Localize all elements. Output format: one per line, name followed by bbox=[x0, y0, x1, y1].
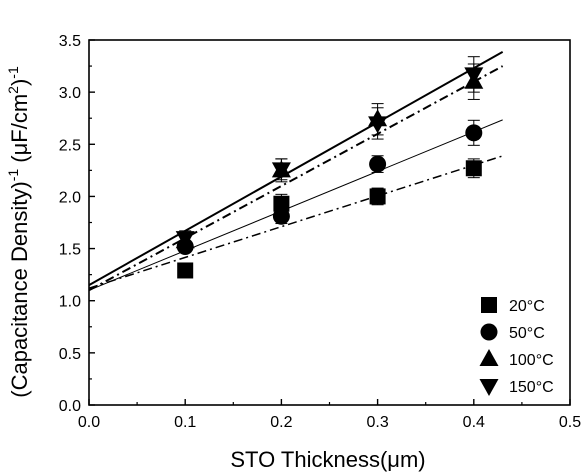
y-axis-title-close: ) bbox=[7, 79, 32, 86]
y-axis-title-exp2: 2 bbox=[5, 86, 21, 94]
x-axis-title: STO Thickness(μm) bbox=[230, 447, 425, 472]
x-tick-label: 0.3 bbox=[366, 414, 388, 431]
data-point bbox=[368, 116, 388, 134]
legend-label: 150°C bbox=[509, 379, 554, 396]
y-tick-label: 3.0 bbox=[59, 85, 81, 102]
y-axis-title: (Capacitance Density)-1 (μF/cm2)-1 bbox=[5, 66, 32, 398]
legend-marker bbox=[479, 349, 499, 366]
fit-line bbox=[88, 51, 504, 286]
legend: 20°C 50°C 100°C 150°C bbox=[479, 297, 554, 396]
x-tick-label: 0.4 bbox=[463, 414, 485, 431]
data-point bbox=[369, 155, 387, 173]
y-tick-label: 0.0 bbox=[59, 398, 81, 415]
y-axis-title-exp3: -1 bbox=[5, 66, 21, 79]
legend-marker bbox=[479, 379, 499, 396]
plot-frame bbox=[88, 39, 571, 406]
x-tick-label: 0.2 bbox=[270, 414, 292, 431]
data-point bbox=[273, 195, 290, 212]
fit-line bbox=[88, 155, 503, 289]
data-markers bbox=[175, 67, 484, 279]
data-point bbox=[465, 160, 482, 177]
legend-marker bbox=[481, 297, 497, 313]
y-tick-label: 3.5 bbox=[59, 33, 81, 50]
y-axis-ticks: 0.0 0.5 1.0 1.5 2.0 2.5 3.0 3.5 bbox=[59, 33, 95, 415]
fit-lines bbox=[88, 51, 504, 292]
y-tick-label: 1.5 bbox=[59, 242, 81, 259]
x-tick-label: 0.0 bbox=[78, 414, 100, 431]
data-point bbox=[175, 231, 195, 249]
data-point bbox=[465, 124, 483, 142]
legend-label: 20°C bbox=[509, 298, 545, 315]
fit-line bbox=[88, 119, 503, 291]
legend-marker bbox=[480, 323, 498, 341]
data-point bbox=[177, 262, 194, 279]
y-tick-label: 0.5 bbox=[59, 346, 81, 363]
x-tick-label: 0.5 bbox=[559, 414, 581, 431]
x-axis-ticks: 0.0 0.1 0.2 0.3 0.4 0.5 bbox=[78, 399, 581, 431]
y-tick-label: 2.0 bbox=[59, 189, 81, 206]
y-tick-label: 1.0 bbox=[59, 294, 81, 311]
y-tick-label: 2.5 bbox=[59, 137, 81, 154]
legend-label: 100°C bbox=[509, 352, 554, 369]
y-axis-title-unit: (μF/cm bbox=[7, 94, 32, 169]
data-point bbox=[271, 162, 291, 180]
data-point bbox=[272, 207, 290, 225]
y-axis-title-main: (Capacitance Density) bbox=[7, 181, 32, 397]
fit-line bbox=[88, 65, 504, 292]
data-point bbox=[369, 188, 386, 205]
x-tick-label: 0.1 bbox=[174, 414, 196, 431]
data-point bbox=[464, 67, 484, 85]
legend-label: 50°C bbox=[509, 325, 545, 342]
y-axis-title-exp1: -1 bbox=[5, 169, 21, 182]
